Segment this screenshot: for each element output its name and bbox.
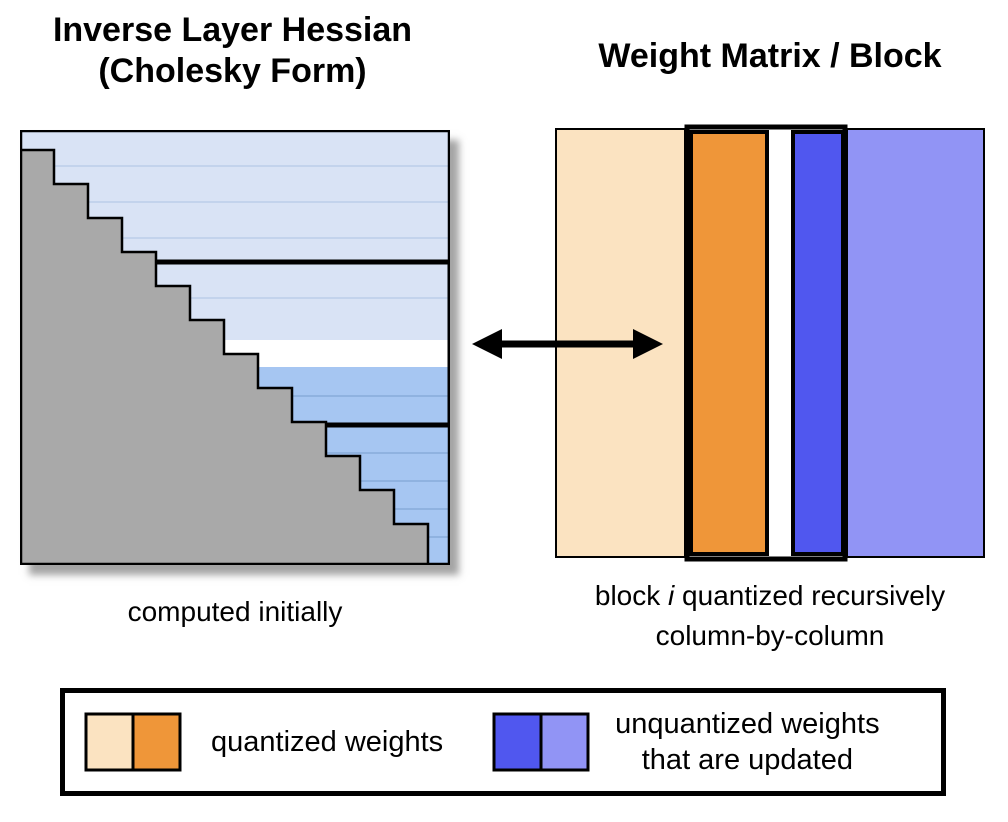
unquantized-label-line1: unquantized weights — [615, 708, 880, 740]
right-caption-line1: block i quantized recursively — [545, 576, 995, 616]
block-updated-columns — [791, 130, 845, 556]
unquantized-swatches — [492, 712, 590, 772]
right-caption: block i quantized recursively column-by-… — [545, 576, 995, 656]
inverse-hessian-diagram — [20, 130, 450, 565]
right-diagram-title: Weight Matrix / Block — [598, 37, 942, 75]
hessian-lower-triangle — [20, 148, 430, 565]
left-diagram-title: Inverse Layer Hessian (Cholesky Form) — [5, 10, 460, 92]
left-caption: computed initially — [127, 596, 343, 627]
unquantized-legend-label: unquantized weights that are updated — [615, 706, 879, 778]
quantized-legend-label: quantized weights — [211, 726, 444, 758]
inverse-hessian-svg — [20, 130, 450, 565]
double-arrow-icon — [472, 329, 663, 359]
left-title-line2: (Cholesky Form) — [98, 52, 367, 90]
orange-swatch — [131, 712, 182, 772]
caption-text: quantized recursively — [674, 580, 946, 611]
weight-matrix-svg — [555, 124, 985, 562]
legend-box: quantized weights unquantized weights th… — [60, 688, 946, 796]
quantized-swatches — [84, 712, 182, 772]
arrow-head-right — [633, 329, 663, 359]
right-caption-line2: column-by-column — [655, 620, 885, 651]
unquantized-label-line2: that are updated — [641, 744, 853, 776]
unquantized-columns — [846, 128, 985, 558]
weight-matrix-diagram — [555, 124, 985, 562]
hessian-outer-border — [20, 130, 450, 565]
arrow-head-left — [472, 329, 502, 359]
block-quantized-columns — [689, 130, 769, 556]
dark-blue-swatch — [492, 712, 543, 772]
light-purple-swatch — [539, 712, 590, 772]
left-right-link — [470, 318, 665, 370]
caption-index-i: i — [668, 580, 675, 611]
caption-text: block — [594, 580, 669, 611]
left-title-line1: Inverse Layer Hessian — [52, 11, 413, 49]
cream-swatch — [84, 712, 135, 772]
